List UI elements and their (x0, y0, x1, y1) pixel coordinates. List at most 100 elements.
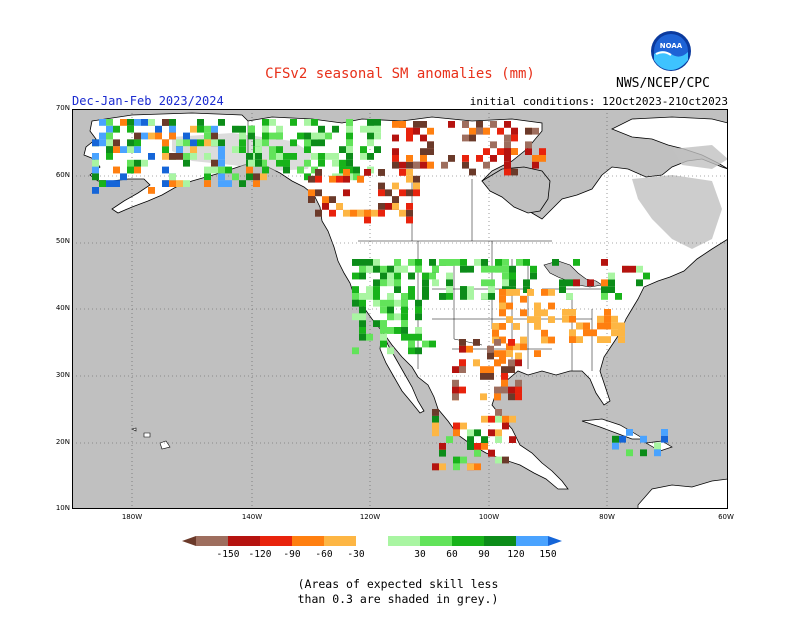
anomaly-cell (494, 339, 501, 346)
anomaly-cell (499, 289, 506, 296)
anomaly-cell (218, 153, 225, 160)
anomaly-cell (420, 148, 427, 155)
anomaly-cell (380, 340, 387, 348)
anomaly-cell (495, 415, 502, 423)
anomaly-cell (113, 125, 120, 133)
anomaly-cell (520, 295, 527, 303)
anomaly-cell (373, 320, 380, 327)
anomaly-cell (504, 155, 511, 162)
anomaly-cell (359, 293, 366, 300)
anomaly-cell (473, 359, 480, 367)
anomaly-cell (509, 272, 516, 280)
anomaly-cell (211, 139, 218, 147)
anomaly-cell (346, 139, 353, 147)
anomaly-cell (515, 359, 522, 367)
anomaly-cell (566, 293, 573, 300)
anomaly-cell (204, 125, 211, 133)
anomaly-cell (539, 155, 546, 162)
anomaly-cell (413, 182, 420, 190)
anomaly-cell (494, 393, 501, 401)
latitude-label: 50N (55, 237, 70, 246)
anomaly-cell (304, 119, 311, 126)
anomaly-cell (346, 153, 353, 160)
anomaly-cell (604, 336, 611, 343)
anomaly-cell (495, 456, 502, 464)
anomaly-cell (318, 132, 325, 140)
anomaly-cell (506, 350, 513, 357)
anomaly-cell (127, 146, 134, 153)
anomaly-cell (343, 175, 350, 183)
anomaly-cell (487, 352, 494, 360)
anomaly-cell (619, 435, 626, 443)
anomaly-cell (276, 159, 283, 167)
anomaly-cell (380, 265, 387, 273)
anomaly-cell (469, 127, 476, 135)
anomaly-cell (490, 141, 497, 149)
anomaly-cell (439, 293, 446, 300)
anomaly-cell (534, 316, 541, 323)
anomaly-cell (511, 134, 518, 142)
anomaly-cell (352, 293, 359, 300)
anomaly-cell (176, 153, 183, 160)
anomaly-cell (497, 148, 504, 155)
anomaly-cell (99, 139, 106, 147)
anomaly-cell (373, 259, 380, 266)
anomaly-cell (352, 272, 359, 280)
anomaly-cell (462, 161, 469, 169)
anomaly-cell (92, 153, 99, 160)
anomaly-cell (218, 166, 225, 174)
anomaly-cell (253, 173, 260, 181)
anomaly-cell (353, 173, 360, 181)
anomaly-cell (162, 139, 169, 147)
anomaly-cell (134, 119, 141, 126)
anomaly-cell (502, 259, 509, 266)
anomaly-cell (408, 286, 415, 293)
anomaly-cell (481, 279, 488, 287)
anomaly-cell (469, 168, 476, 176)
anomaly-cell (406, 169, 413, 176)
anomaly-cell (460, 286, 467, 293)
anomaly-cell (530, 265, 537, 273)
anomaly-cell (374, 146, 381, 153)
anomaly-cell (488, 429, 495, 437)
anomaly-cell (392, 203, 399, 210)
anomaly-cell (394, 313, 401, 321)
anomaly-cell (513, 323, 520, 330)
anomaly-cell (508, 393, 515, 401)
anomaly-cell (467, 265, 474, 273)
anomaly-cell (452, 393, 459, 401)
anomaly-cell (346, 146, 353, 153)
anomaly-cell (190, 153, 197, 160)
anomaly-cell (460, 293, 467, 300)
anomaly-cell (432, 463, 439, 471)
anomaly-cell (559, 286, 566, 293)
anomaly-cell (509, 436, 516, 443)
anomaly-cell (446, 259, 453, 266)
anomaly-cell (106, 119, 113, 126)
anomaly-cell (399, 169, 406, 176)
anomaly-cell (597, 322, 604, 330)
anomaly-cell (466, 345, 473, 353)
anomaly-cell (392, 161, 399, 169)
anomaly-cell (248, 159, 255, 167)
anomaly-cell (332, 125, 339, 133)
anomaly-cell (492, 350, 499, 357)
anomaly-cell (504, 141, 511, 149)
anomaly-cell (255, 146, 262, 153)
anomaly-cell (495, 259, 502, 266)
footnote-line-1: (Areas of expected skill less (297, 577, 499, 591)
anomaly-cell (392, 196, 399, 203)
anomaly-cell (427, 161, 434, 169)
anomaly-cell (506, 316, 513, 323)
colorbar-swatch (420, 536, 452, 546)
anomaly-cell (476, 127, 483, 135)
anomaly-cell (597, 315, 604, 323)
anomaly-cell (516, 259, 523, 266)
anomaly-cell (162, 146, 169, 153)
anomaly-cell (204, 132, 211, 140)
anomaly-cell (413, 127, 420, 135)
anomaly-cell (148, 187, 155, 194)
anomaly-cells (92, 119, 668, 471)
anomaly-cell (548, 302, 555, 310)
anomaly-cell (148, 153, 155, 160)
